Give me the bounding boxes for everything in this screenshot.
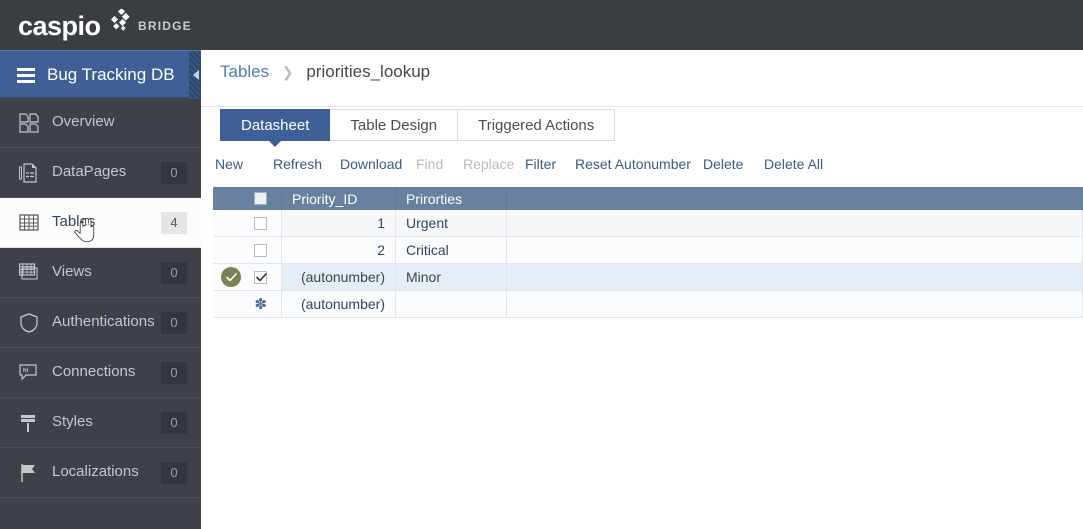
svg-text:hi: hi — [23, 368, 29, 374]
